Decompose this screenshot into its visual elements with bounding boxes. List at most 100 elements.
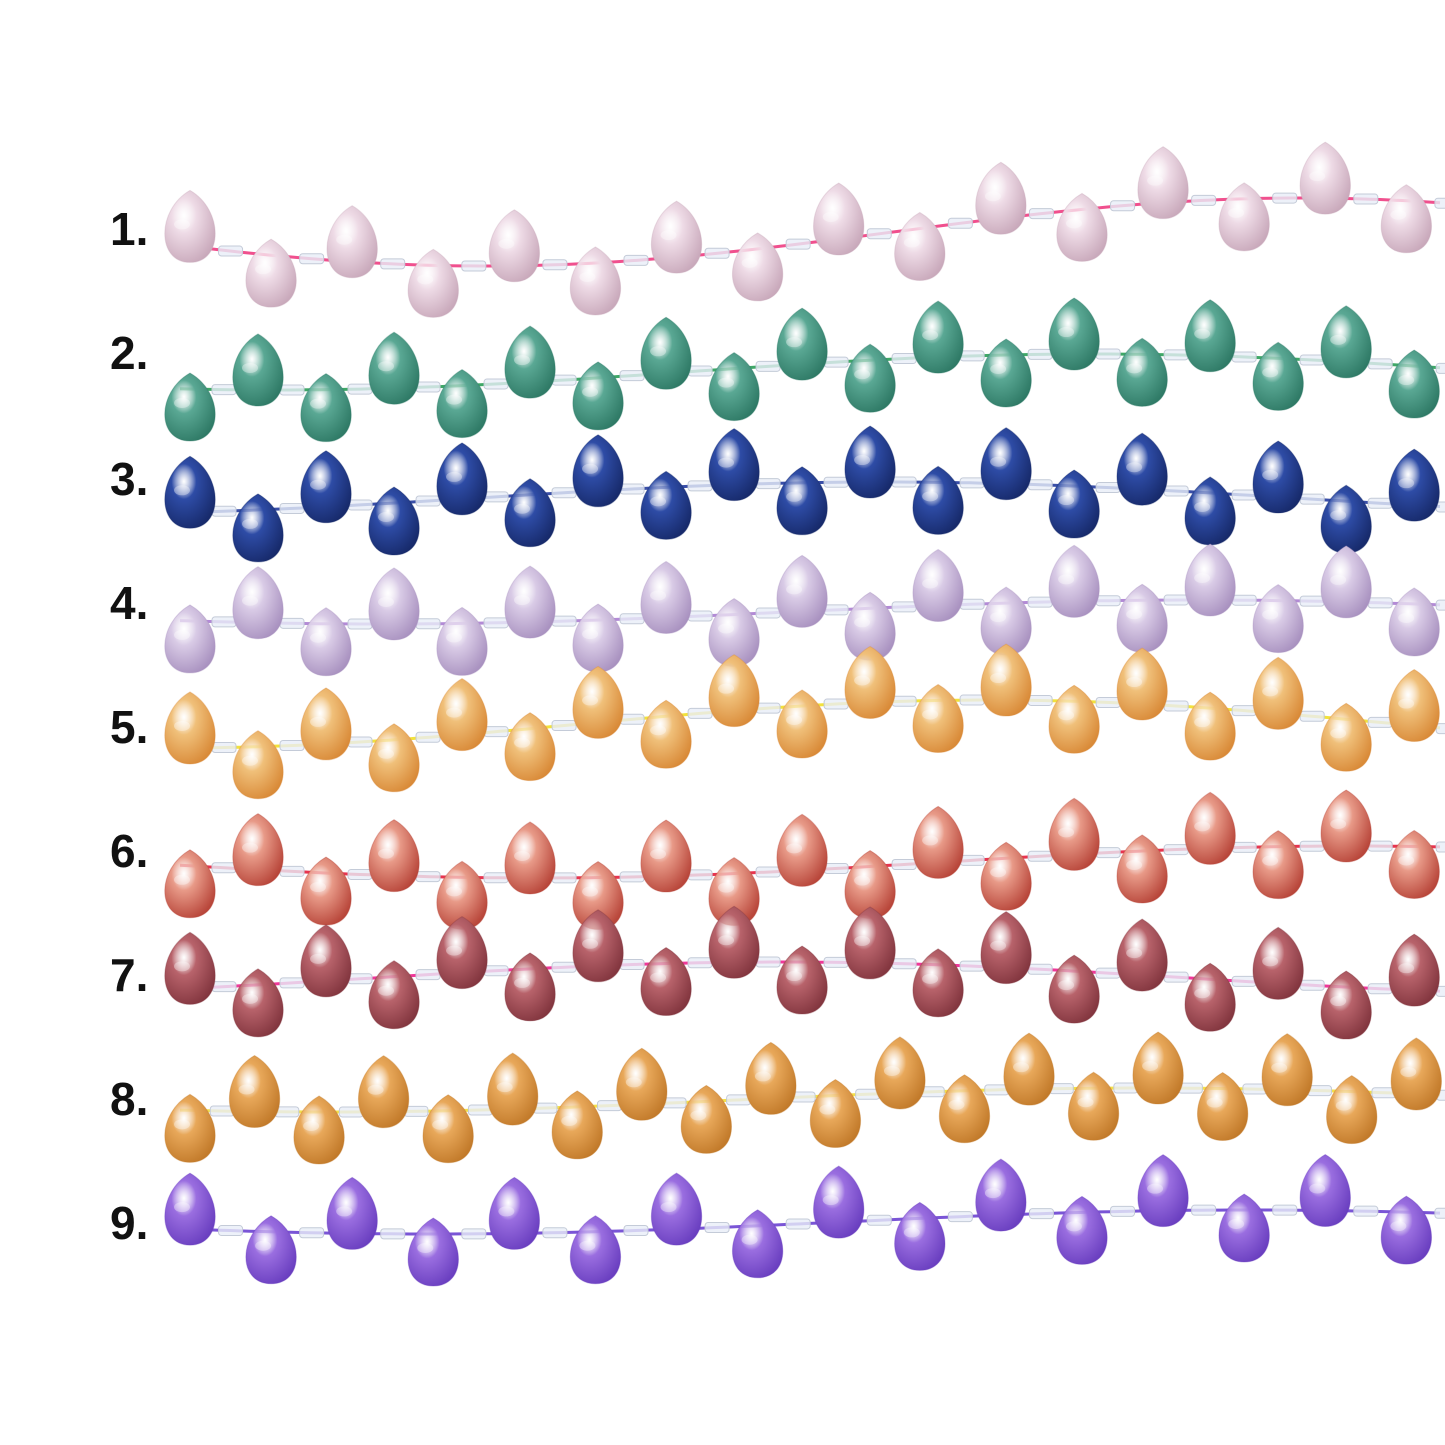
bead — [357, 1055, 410, 1129]
bead — [368, 960, 420, 1030]
spacer-tube — [1163, 594, 1189, 606]
spacer-tube — [619, 613, 645, 625]
spacer-tube — [415, 381, 441, 393]
bead — [1184, 791, 1236, 865]
spacer-tube — [1095, 595, 1121, 607]
bead — [293, 1095, 345, 1165]
bead — [572, 603, 624, 673]
bead — [650, 1172, 703, 1246]
spacer-tube — [947, 1211, 973, 1223]
spacer-tube — [1027, 479, 1053, 491]
bead — [1048, 797, 1100, 871]
spacer-tube — [415, 871, 441, 883]
spacer-tube — [1367, 840, 1393, 852]
spacer-tube — [211, 616, 237, 628]
spacer-tube — [1191, 194, 1217, 206]
bead — [980, 911, 1032, 985]
bead — [1116, 834, 1168, 904]
bead — [551, 1090, 603, 1160]
spacer-tube — [1231, 351, 1257, 363]
bead — [1320, 702, 1372, 772]
spacer-tube — [947, 217, 973, 229]
spacer-tube — [1027, 348, 1053, 360]
bead — [1252, 584, 1304, 654]
spacer-tube — [1231, 975, 1257, 987]
bead — [776, 466, 828, 536]
bead — [245, 238, 297, 308]
spacer-tube — [347, 973, 373, 985]
bead — [436, 442, 488, 516]
bead — [300, 607, 352, 677]
bead — [164, 455, 216, 529]
spacer-tube — [551, 487, 577, 499]
spacer-tube — [299, 253, 325, 265]
bead — [680, 1084, 733, 1154]
spacer-tube — [959, 694, 985, 706]
bead — [1388, 587, 1440, 657]
spacer-tube — [891, 695, 917, 707]
bead — [569, 246, 622, 316]
spacer-tube — [1299, 979, 1325, 991]
spacer-tube — [415, 731, 441, 743]
bead — [1388, 933, 1440, 1007]
bead — [708, 905, 760, 979]
spacer-tube — [687, 957, 713, 969]
spacer-tube — [551, 872, 577, 884]
bead — [422, 1094, 474, 1164]
spacer-tube — [959, 960, 985, 972]
strand-1 — [164, 141, 1445, 318]
spacer-tube — [1027, 850, 1053, 862]
bead — [1137, 1154, 1189, 1228]
bead — [1048, 469, 1100, 539]
spacer-tube — [891, 958, 917, 970]
spacer-tube — [483, 872, 509, 884]
bead — [232, 493, 284, 563]
bead — [912, 805, 964, 879]
bead — [776, 945, 828, 1015]
spacer-tube — [1163, 700, 1189, 712]
bead — [164, 931, 216, 1005]
spacer-tube — [823, 476, 849, 488]
spacer-tube — [1299, 493, 1325, 505]
bead — [487, 1052, 539, 1126]
bead — [232, 813, 284, 887]
spacer-tube — [1299, 840, 1325, 852]
bead — [640, 470, 692, 540]
spacer-tube — [551, 961, 577, 973]
bead — [1056, 1195, 1108, 1265]
spacer-tube — [1231, 705, 1257, 717]
bead — [708, 654, 760, 728]
bead — [1390, 1037, 1442, 1111]
bead — [1320, 484, 1372, 554]
bead — [436, 916, 488, 990]
bead — [164, 1172, 216, 1246]
spacer-tube — [755, 360, 781, 372]
bead — [912, 300, 964, 374]
spacer-tube — [619, 483, 645, 495]
strand-5 — [164, 643, 1445, 800]
bead — [572, 909, 624, 983]
spacer-tube — [1163, 349, 1189, 361]
bead — [368, 486, 420, 556]
spacer-tube — [1231, 594, 1257, 606]
bead — [1388, 349, 1440, 419]
spacer-tube — [211, 742, 237, 754]
bead — [809, 1078, 862, 1149]
spacer-tube — [1435, 723, 1445, 735]
bead — [640, 819, 692, 893]
spacer-tube — [687, 480, 713, 492]
bead — [640, 560, 692, 634]
bead — [300, 687, 352, 761]
bead — [232, 333, 284, 407]
spacer-tube — [1367, 716, 1393, 728]
strand-6 — [164, 789, 1445, 931]
spacer-tube — [347, 499, 373, 511]
spacer-tube — [1299, 354, 1325, 366]
spacer-tube — [218, 245, 244, 257]
bead — [164, 691, 216, 765]
bead — [1048, 297, 1100, 371]
spacer-tube — [1027, 596, 1053, 608]
bead — [912, 465, 964, 535]
spacer-tube — [347, 383, 373, 395]
spacer-tube — [866, 1214, 892, 1226]
